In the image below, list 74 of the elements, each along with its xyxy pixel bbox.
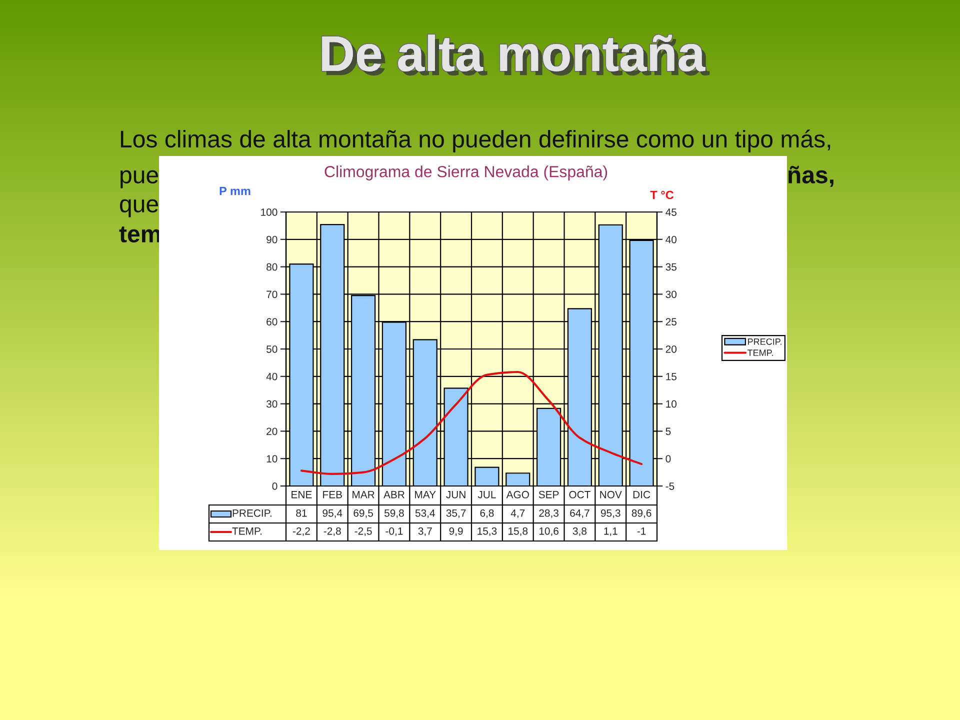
y2-tick-label: 20 bbox=[666, 346, 677, 353]
y-tick-label: 100 bbox=[261, 208, 278, 216]
data-label: -0,1 bbox=[386, 527, 403, 536]
x-tick-label: NOV bbox=[600, 490, 622, 498]
x-tick-label: SEP bbox=[538, 490, 559, 498]
data-label: -2,5 bbox=[354, 527, 372, 536]
data-label: -1 bbox=[637, 528, 646, 535]
y2-tick-label: 25 bbox=[666, 318, 676, 326]
y2-tick-label: 0 bbox=[666, 455, 671, 462]
x-tick-label: OCT bbox=[569, 490, 590, 498]
legend-label: PRECIP. bbox=[232, 509, 272, 517]
data-label: 69,5 bbox=[354, 509, 373, 518]
x-tick-label: ABR bbox=[384, 491, 404, 498]
y2-tick-label: 40 bbox=[666, 236, 677, 244]
data-label: 95,4 bbox=[322, 509, 342, 518]
x-tick-label: JUN bbox=[446, 491, 466, 498]
data-label: 53,4 bbox=[415, 509, 435, 518]
y2-tick-label: 15 bbox=[666, 373, 676, 380]
chart-title: De alta montaña bbox=[322, 34, 710, 76]
data-label: 4,7 bbox=[510, 510, 525, 518]
y2-tick-label: 30 bbox=[666, 290, 677, 298]
data-label: 81 bbox=[296, 509, 307, 517]
y-axis-title: P mm bbox=[220, 186, 250, 196]
x-tick-label: AGO bbox=[506, 490, 529, 498]
text: ñas, bbox=[788, 166, 834, 187]
data-label: 89,6 bbox=[632, 509, 652, 518]
data-label: 6,8 bbox=[480, 509, 494, 518]
bar bbox=[474, 466, 500, 486]
y2-tick-label: 10 bbox=[666, 400, 677, 408]
data-label: 35,7 bbox=[446, 509, 466, 518]
y-tick-label: 30 bbox=[266, 400, 278, 408]
data-label: 9,9 bbox=[449, 527, 463, 536]
x-tick-label: MAR bbox=[352, 491, 374, 498]
y-tick-label: 50 bbox=[266, 346, 278, 353]
text: TEMP. bbox=[747, 350, 773, 356]
x-tick-label: ENE bbox=[292, 491, 312, 498]
data-label: 28,3 bbox=[539, 509, 558, 518]
y2-tick-label: 5 bbox=[666, 428, 671, 436]
y-tick-label: 40 bbox=[266, 372, 278, 380]
data-label: 59,8 bbox=[384, 509, 404, 518]
x-tick-label: DIC bbox=[633, 490, 650, 498]
bar bbox=[506, 472, 530, 486]
y-tick-label: 10 bbox=[266, 455, 278, 462]
y2-tick-label: 35 bbox=[666, 263, 676, 271]
data-label: 3,8 bbox=[572, 527, 586, 536]
y-tick-label: 90 bbox=[266, 236, 278, 244]
data-label: 95,3 bbox=[600, 509, 620, 518]
y2-tick-label: 45 bbox=[666, 208, 676, 216]
y-tick-label: 60 bbox=[266, 318, 278, 326]
y-tick-label: 70 bbox=[266, 290, 278, 298]
data-label: -2,2 bbox=[292, 527, 310, 536]
text: Los climas de alta montaña no pueden definirse como un tipo más, bbox=[120, 130, 830, 152]
legend-label: TEMP. bbox=[232, 528, 262, 535]
y2-axis-title: T °C bbox=[650, 190, 674, 200]
x-tick-label: FEB bbox=[323, 491, 342, 498]
y-tick-label: 80 bbox=[266, 263, 278, 271]
data-label: 15,8 bbox=[508, 527, 528, 536]
y-tick-label: 0 bbox=[272, 482, 278, 490]
text: pue bbox=[120, 170, 158, 188]
text: tem bbox=[119, 226, 160, 242]
data-label: 1,1 bbox=[604, 528, 618, 536]
text: que bbox=[120, 199, 158, 218]
x-tick-label: JUL bbox=[478, 491, 496, 498]
data-label: -2,8 bbox=[324, 527, 341, 536]
chart-subtitle: Climograma de Sierra Nevada (España) bbox=[324, 166, 608, 180]
text: PRECIP. bbox=[748, 338, 782, 345]
data-label: 3,7 bbox=[418, 527, 432, 536]
line-series bbox=[300, 370, 643, 475]
data-label: 15,3 bbox=[478, 527, 497, 536]
data-label: 10,6 bbox=[539, 527, 558, 536]
x-tick-label: MAY bbox=[415, 491, 436, 498]
y2-tick-label: -5 bbox=[666, 482, 674, 490]
y-tick-label: 20 bbox=[266, 428, 278, 436]
data-label: 64,7 bbox=[570, 509, 590, 518]
